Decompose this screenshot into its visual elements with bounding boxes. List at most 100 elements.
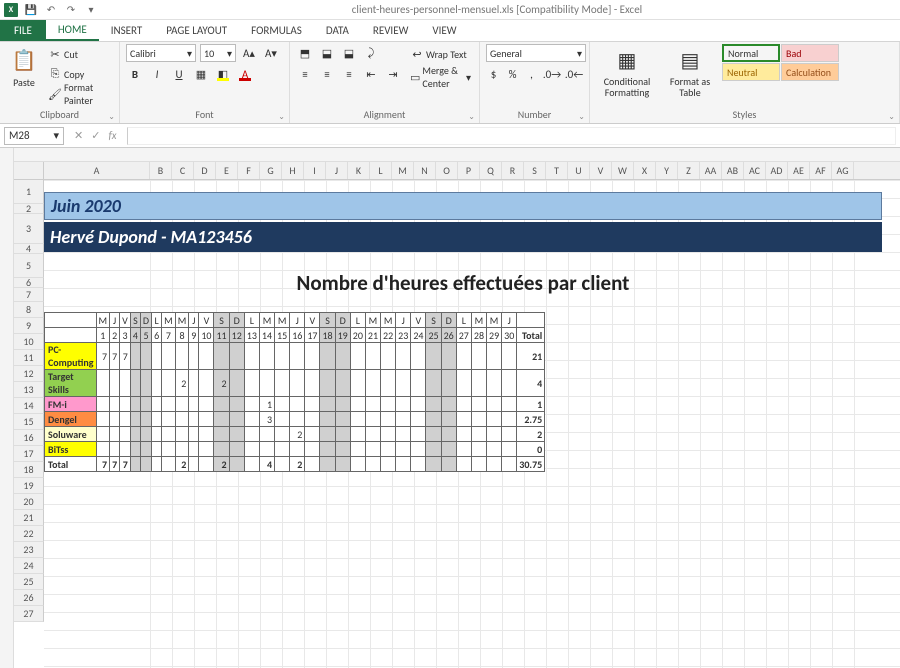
row-header[interactable]: 15 [14, 414, 44, 430]
cancel-icon[interactable]: ✕ [74, 129, 83, 142]
row-header[interactable]: 18 [14, 462, 44, 478]
row-header[interactable]: 6 [14, 278, 44, 288]
row-header[interactable]: 3 [14, 214, 44, 244]
tab-insert[interactable]: INSERT [99, 20, 155, 41]
col-header[interactable]: R [502, 162, 524, 179]
increase-font-button[interactable]: A▴ [240, 44, 258, 62]
currency-button[interactable]: $ [486, 65, 501, 83]
col-header[interactable]: AG [832, 162, 854, 179]
qat-dropdown-icon[interactable]: ▾ [84, 3, 98, 17]
col-header[interactable]: AC [744, 162, 766, 179]
row-header[interactable]: 22 [14, 526, 44, 542]
col-header[interactable]: F [238, 162, 260, 179]
row-header[interactable]: 25 [14, 574, 44, 590]
col-header[interactable]: S [524, 162, 546, 179]
col-header[interactable]: N [414, 162, 436, 179]
cell-styles-gallery[interactable]: Normal Bad Neutral Calculation [722, 44, 839, 81]
align-center-button[interactable]: ≡ [318, 65, 336, 83]
row-header[interactable]: 19 [14, 478, 44, 494]
col-header[interactable]: Y [656, 162, 678, 179]
wrap-text-button[interactable]: ↩Wrap Text [408, 44, 473, 64]
row-header[interactable]: 10 [14, 334, 44, 350]
merge-center-button[interactable]: ▭Merge & Center ▾ [408, 67, 473, 87]
row-header[interactable]: 14 [14, 398, 44, 414]
row-header[interactable]: 17 [14, 446, 44, 462]
bold-button[interactable]: B [126, 65, 144, 83]
font-size-dropdown[interactable]: 10▾ [200, 44, 236, 62]
comma-button[interactable]: , [524, 65, 539, 83]
tab-review[interactable]: REVIEW [361, 20, 421, 41]
row-header[interactable]: 24 [14, 558, 44, 574]
row-header[interactable]: 20 [14, 494, 44, 510]
col-header[interactable]: AB [722, 162, 744, 179]
col-header[interactable]: H [282, 162, 304, 179]
save-icon[interactable]: 💾 [24, 3, 38, 17]
row-header[interactable]: 5 [14, 254, 44, 278]
font-color-button[interactable]: A [236, 65, 254, 83]
row-header[interactable]: 9 [14, 318, 44, 334]
align-top-button[interactable]: ⬒ [296, 44, 314, 62]
increase-decimal-button[interactable]: .0→ [543, 65, 561, 83]
col-header[interactable]: I [304, 162, 326, 179]
select-all-corner[interactable] [14, 162, 44, 179]
col-header[interactable]: G [260, 162, 282, 179]
format-as-table-button[interactable]: ▤ Format as Table [664, 44, 716, 100]
col-header[interactable]: O [436, 162, 458, 179]
tab-data[interactable]: DATA [314, 20, 361, 41]
align-bottom-button[interactable]: ⬓ [340, 44, 358, 62]
border-button[interactable]: ▦ [192, 65, 210, 83]
align-middle-button[interactable]: ⬓ [318, 44, 336, 62]
col-header[interactable]: U [568, 162, 590, 179]
col-header[interactable]: AE [788, 162, 810, 179]
italic-button[interactable]: I [148, 65, 166, 83]
col-header[interactable]: P [458, 162, 480, 179]
row-header[interactable]: 16 [14, 430, 44, 446]
fill-color-button[interactable]: ◧ [214, 65, 232, 83]
fx-icon[interactable]: fx [108, 129, 116, 142]
orientation-button[interactable]: ⤸ [362, 44, 380, 62]
col-header[interactable]: L [370, 162, 392, 179]
col-header[interactable]: B [150, 162, 172, 179]
tab-formulas[interactable]: FORMULAS [239, 20, 314, 41]
name-box[interactable]: M28▾ [4, 127, 64, 145]
redo-icon[interactable]: ↷ [64, 3, 78, 17]
number-format-dropdown[interactable]: General▾ [486, 44, 586, 62]
col-header[interactable]: E [216, 162, 238, 179]
row-header[interactable]: 7 [14, 288, 44, 302]
col-header[interactable]: A [44, 162, 150, 179]
col-header[interactable]: AA [700, 162, 722, 179]
style-normal[interactable]: Normal [722, 44, 780, 62]
undo-icon[interactable]: ↶ [44, 3, 58, 17]
row-header[interactable]: 13 [14, 382, 44, 398]
align-right-button[interactable]: ≡ [340, 65, 358, 83]
row-header[interactable]: 12 [14, 366, 44, 382]
underline-button[interactable]: U [170, 65, 188, 83]
col-header[interactable]: AD [766, 162, 788, 179]
format-painter-button[interactable]: 🖌Format Painter [46, 84, 113, 104]
decrease-decimal-button[interactable]: .0← [565, 65, 583, 83]
col-header[interactable]: AF [810, 162, 832, 179]
col-header[interactable]: Q [480, 162, 502, 179]
tab-file[interactable]: FILE [0, 20, 46, 41]
style-neutral[interactable]: Neutral [722, 63, 780, 81]
style-calculation[interactable]: Calculation [781, 63, 839, 81]
col-header[interactable]: C [172, 162, 194, 179]
font-name-dropdown[interactable]: Calibri▾ [126, 44, 196, 62]
style-bad[interactable]: Bad [781, 44, 839, 62]
grid-body[interactable]: Juin 2020 Hervé Dupond - MA123456 Nombre… [44, 180, 900, 668]
row-header[interactable]: 27 [14, 606, 44, 622]
tab-view[interactable]: VIEW [420, 20, 468, 41]
increase-indent-button[interactable]: ⇥ [384, 65, 402, 83]
tab-page-layout[interactable]: PAGE LAYOUT [154, 20, 239, 41]
col-header[interactable]: T [546, 162, 568, 179]
row-header[interactable]: 21 [14, 510, 44, 526]
decrease-indent-button[interactable]: ⇤ [362, 65, 380, 83]
paste-button[interactable]: 📋 Paste [6, 44, 42, 104]
col-header[interactable]: V [590, 162, 612, 179]
conditional-formatting-button[interactable]: ▦ Conditional Formatting [596, 44, 658, 100]
row-header[interactable]: 23 [14, 542, 44, 558]
col-header[interactable]: Z [678, 162, 700, 179]
decrease-font-button[interactable]: A▾ [262, 44, 280, 62]
row-header[interactable]: 4 [14, 244, 44, 254]
percent-button[interactable]: % [505, 65, 520, 83]
